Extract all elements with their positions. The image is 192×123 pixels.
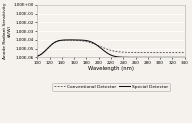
Conventional Detector — [147, 52, 150, 53]
Special Detector — [123, 56, 126, 58]
Special Detector — [71, 39, 73, 41]
Special Detector — [184, 57, 186, 58]
Line: Conventional Detector: Conventional Detector — [37, 40, 185, 56]
Special Detector — [103, 50, 105, 52]
Legend: Conventional Detector, Special Detector: Conventional Detector, Special Detector — [52, 83, 170, 91]
Conventional Detector — [36, 55, 38, 57]
Line: Special Detector: Special Detector — [37, 40, 185, 57]
Conventional Detector — [103, 47, 105, 49]
Y-axis label: Anode Radiant Sensitivity
(A/W): Anode Radiant Sensitivity (A/W) — [3, 3, 12, 59]
Conventional Detector — [66, 39, 69, 41]
Special Detector — [135, 57, 137, 58]
Special Detector — [62, 39, 65, 41]
Special Detector — [36, 55, 38, 57]
Special Detector — [147, 57, 150, 58]
Conventional Detector — [123, 52, 126, 53]
X-axis label: Wavelength (nm): Wavelength (nm) — [88, 66, 134, 71]
Conventional Detector — [74, 39, 77, 41]
Conventional Detector — [184, 52, 186, 53]
Special Detector — [74, 39, 77, 41]
Conventional Detector — [135, 52, 137, 53]
Conventional Detector — [62, 39, 65, 41]
